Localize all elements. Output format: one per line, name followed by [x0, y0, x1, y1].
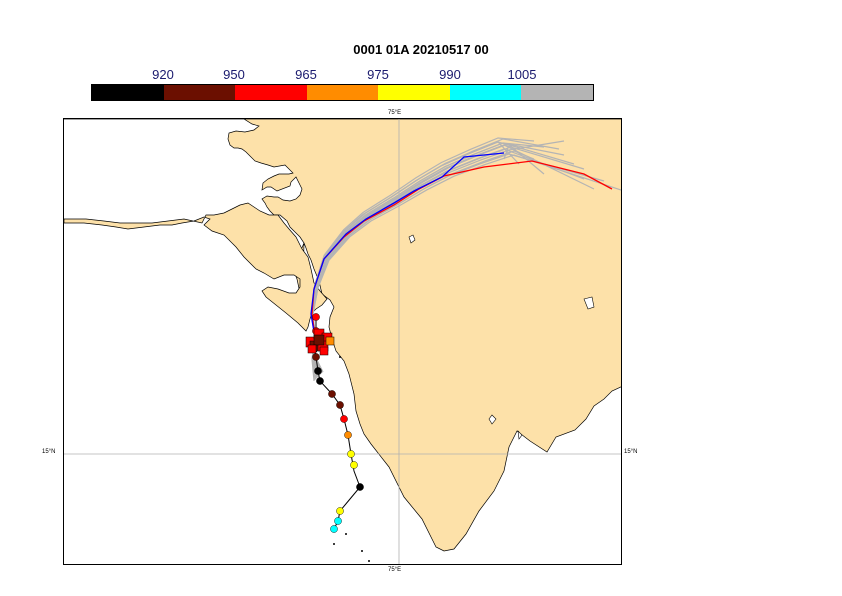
observed-point — [344, 431, 352, 439]
map-canvas — [64, 119, 621, 564]
colorbar-label-975: 975 — [367, 67, 389, 82]
colorbar-label-990: 990 — [439, 67, 461, 82]
colorbar-segment-5 — [378, 85, 450, 100]
track-map — [63, 118, 622, 565]
observed-point — [336, 507, 344, 515]
island-dot — [345, 533, 347, 535]
ensemble-track — [312, 150, 535, 345]
land-mass-west — [64, 202, 328, 332]
observed-point — [356, 483, 364, 491]
colorbar-segment-2 — [163, 85, 236, 100]
pressure-colorbar — [91, 84, 594, 101]
observed-point — [340, 415, 348, 423]
observed-point — [350, 461, 358, 469]
observed-point — [312, 353, 320, 361]
observed-point — [347, 450, 355, 458]
colorbar-segment-4 — [306, 85, 379, 100]
observed-point — [330, 525, 338, 533]
observed-point — [314, 367, 322, 375]
lon-label-top: 75°E — [388, 110, 402, 116]
lake — [517, 430, 523, 440]
land-mass — [64, 119, 621, 552]
island-dot — [361, 550, 363, 552]
observed-track-points — [310, 313, 364, 533]
colorbar-segment-1 — [92, 85, 164, 100]
colorbar-segment-6 — [449, 85, 522, 100]
forecast-track-blue — [310, 152, 505, 345]
lake — [408, 234, 416, 244]
island-dot — [339, 356, 341, 358]
lake — [488, 414, 497, 425]
island-dot — [333, 543, 335, 545]
observed-point — [336, 401, 344, 409]
colorbar-label-1005: 1005 — [507, 67, 537, 82]
observed-point — [316, 377, 324, 385]
lake — [583, 296, 595, 310]
colorbar-segment-7 — [521, 85, 594, 100]
lon-label-bottom: 75°E — [388, 567, 402, 573]
lat-label-left: 15°N — [42, 449, 56, 455]
observed-point — [312, 313, 320, 321]
colorbar-label-920: 920 — [152, 67, 174, 82]
colorbar-segment-3 — [235, 85, 307, 100]
colorbar-label-965: 965 — [295, 67, 317, 82]
observed-point — [328, 390, 336, 398]
ensemble-track — [311, 144, 595, 345]
chart-title: 0001 01A 20210517 00 — [353, 42, 489, 57]
ensemble-initial-positions — [305, 328, 335, 356]
colorbar-label-950: 950 — [223, 67, 245, 82]
lat-label-right: 15°N — [624, 449, 638, 455]
island-dot — [368, 560, 370, 562]
observed-point — [334, 517, 342, 525]
